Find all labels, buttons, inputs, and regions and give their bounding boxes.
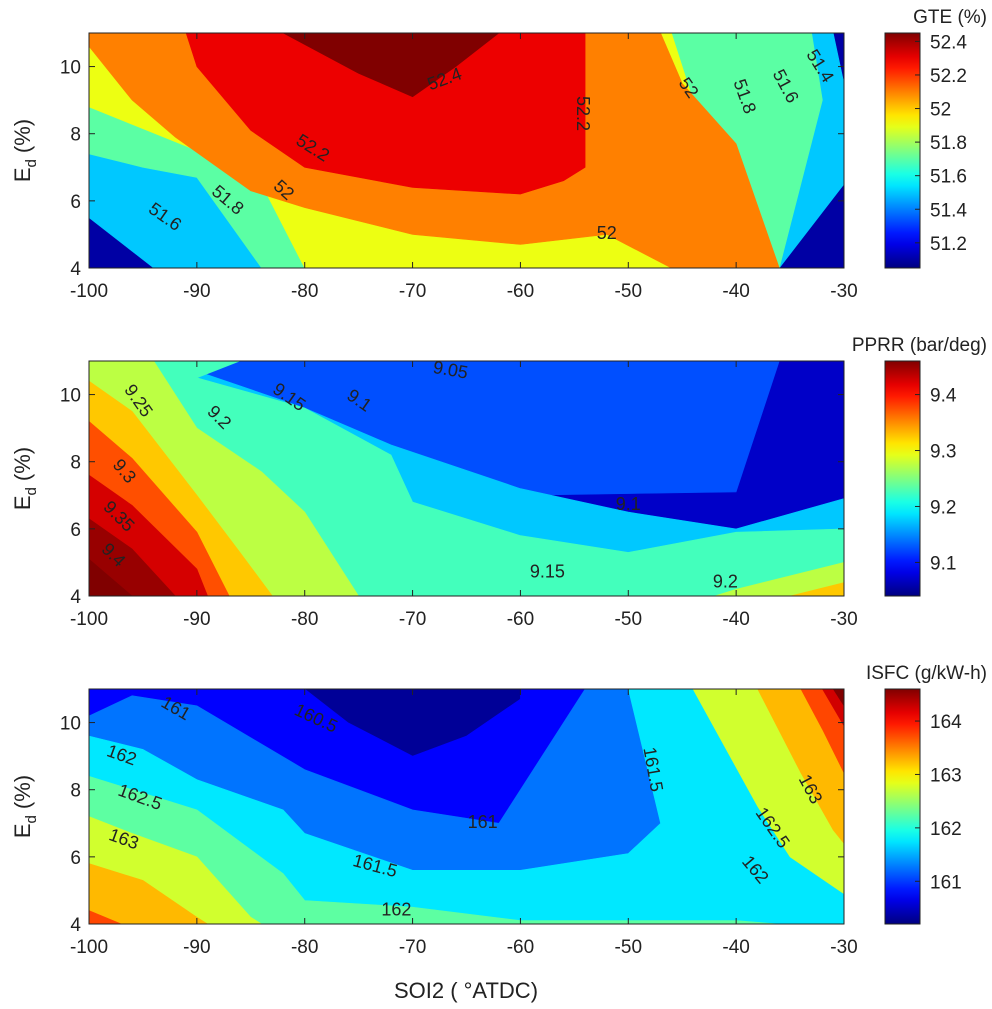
y-axis-label: Ed(%) bbox=[10, 775, 40, 838]
colorbar-title: PPRR (bar/deg) bbox=[852, 335, 987, 356]
colorbar-tick-label: 9.3 bbox=[930, 442, 956, 463]
contour-label: 161 bbox=[468, 812, 498, 832]
contour-label: 52 bbox=[597, 223, 617, 243]
colorbar-tick-label: 9.1 bbox=[930, 553, 956, 574]
colorbar-tick-label: 9.4 bbox=[930, 386, 957, 407]
x-tick-label: -60 bbox=[507, 281, 534, 302]
x-tick-label: -100 bbox=[70, 609, 108, 630]
contour-region-6 bbox=[282, 33, 500, 98]
x-tick-label: -30 bbox=[830, 937, 857, 958]
colorbar-tick-label: 52.2 bbox=[930, 66, 967, 87]
plot-frame bbox=[88, 688, 845, 925]
colorbar-tick-label: 9.2 bbox=[930, 497, 956, 518]
x-tick-label: -70 bbox=[399, 281, 426, 302]
colorbar-tick-label: 52.4 bbox=[930, 32, 967, 53]
contour-label: 52.2 bbox=[573, 96, 593, 131]
colorbar-tick-label: 51.8 bbox=[930, 133, 967, 154]
colorbar-tick-label: 52 bbox=[930, 100, 951, 121]
x-tick-label: -60 bbox=[507, 609, 534, 630]
plot-frame bbox=[88, 32, 845, 269]
contour-fills bbox=[89, 689, 844, 924]
contour-label: 162 bbox=[381, 899, 411, 919]
contour-region-4 bbox=[89, 361, 844, 596]
colorbar-scale bbox=[884, 688, 921, 925]
x-tick-label: -50 bbox=[615, 281, 642, 302]
x-tick-label: -90 bbox=[183, 281, 210, 302]
contour-region-8 bbox=[89, 910, 122, 924]
contour-label: 9.15 bbox=[530, 561, 565, 581]
x-tick-label: -100 bbox=[70, 937, 108, 958]
x-tick-label: -70 bbox=[399, 609, 426, 630]
contour-fills bbox=[89, 33, 844, 268]
x-tick-label: -60 bbox=[507, 937, 534, 958]
x-tick-label: -50 bbox=[615, 937, 642, 958]
x-axis-label: SOI2 ( °ATDC) bbox=[394, 978, 538, 1003]
x-tick-label: -40 bbox=[722, 609, 749, 630]
colorbar-tick-label: 51.6 bbox=[930, 167, 967, 188]
x-tick-label: -90 bbox=[183, 937, 210, 958]
x-tick-label: -40 bbox=[722, 937, 749, 958]
x-tick-label: -70 bbox=[399, 937, 426, 958]
x-tick-label: -30 bbox=[830, 609, 857, 630]
contour-region-3 bbox=[89, 689, 844, 924]
y-tick-label: 8 bbox=[70, 453, 81, 474]
y-tick-label: 8 bbox=[70, 125, 81, 146]
colorbar: 51.2 51.4 51.6 51.8 52 52.2 52.4 GTE (%) bbox=[884, 7, 987, 269]
panel-pprr: -100 -90 -80 -70 -60 -50 -40 -3046810Ed(%)9.059… bbox=[10, 335, 987, 630]
y-tick-label: 8 bbox=[70, 781, 81, 802]
y-tick-label: 10 bbox=[60, 58, 81, 79]
colorbar-tick-label: 164 bbox=[930, 712, 962, 733]
y-tick-label: 4 bbox=[70, 259, 81, 280]
panel-gte: -100 -90 -80 -70 -60 -50 -40 -3046810Ed(%)52.45… bbox=[10, 7, 987, 302]
colorbar-tick-label: 163 bbox=[930, 765, 962, 786]
x-tick-label: -50 bbox=[615, 609, 642, 630]
y-tick-label: 10 bbox=[60, 386, 81, 407]
colorbar-tick-label: 51.2 bbox=[930, 234, 967, 255]
y-axis-label: Ed(%) bbox=[10, 119, 40, 182]
y-tick-label: 6 bbox=[70, 848, 81, 869]
y-tick-label: 6 bbox=[70, 520, 81, 541]
colorbar: 9.1 9.2 9.3 9.4 PPRR (bar/deg) bbox=[852, 335, 987, 597]
contour-region-5 bbox=[185, 33, 586, 195]
colorbar-title: GTE (%) bbox=[913, 7, 987, 28]
x-tick-label: -80 bbox=[291, 281, 318, 302]
y-tick-label: 6 bbox=[70, 192, 81, 213]
y-tick-label: 4 bbox=[70, 587, 81, 608]
contour-region-4 bbox=[89, 775, 844, 924]
contour-region-11 bbox=[832, 689, 844, 707]
colorbar: 161 162 163 164 ISFC (g/kW-h) bbox=[866, 663, 987, 925]
colorbar-scale bbox=[884, 32, 921, 269]
contour-label: 9.2 bbox=[713, 571, 738, 591]
colorbar-title: ISFC (g/kW-h) bbox=[866, 663, 987, 684]
y-tick-label: 10 bbox=[60, 714, 81, 735]
colorbar-tick-label: 162 bbox=[930, 819, 962, 840]
contour-fills bbox=[89, 361, 844, 596]
x-tick-label: -100 bbox=[70, 281, 108, 302]
contour-region-9 bbox=[89, 558, 133, 596]
x-tick-label: -40 bbox=[722, 281, 749, 302]
colorbar-tick-label: 51.4 bbox=[930, 200, 967, 221]
x-tick-label: -90 bbox=[183, 609, 210, 630]
y-axis-label: Ed(%) bbox=[10, 447, 40, 510]
contour-region-6 bbox=[89, 863, 209, 924]
plot-frame bbox=[88, 360, 845, 597]
y-tick-label: 4 bbox=[70, 915, 81, 936]
contour-label: 9.1 bbox=[616, 494, 641, 514]
contour-region-8 bbox=[89, 518, 176, 596]
x-tick-label: -80 bbox=[291, 937, 318, 958]
contour-region-9 bbox=[800, 689, 844, 774]
contour-region-10 bbox=[822, 689, 844, 727]
x-tick-label: -30 bbox=[830, 281, 857, 302]
x-tick-label: -80 bbox=[291, 609, 318, 630]
colorbar-tick-label: 161 bbox=[930, 872, 962, 893]
colorbar-scale bbox=[884, 360, 921, 597]
